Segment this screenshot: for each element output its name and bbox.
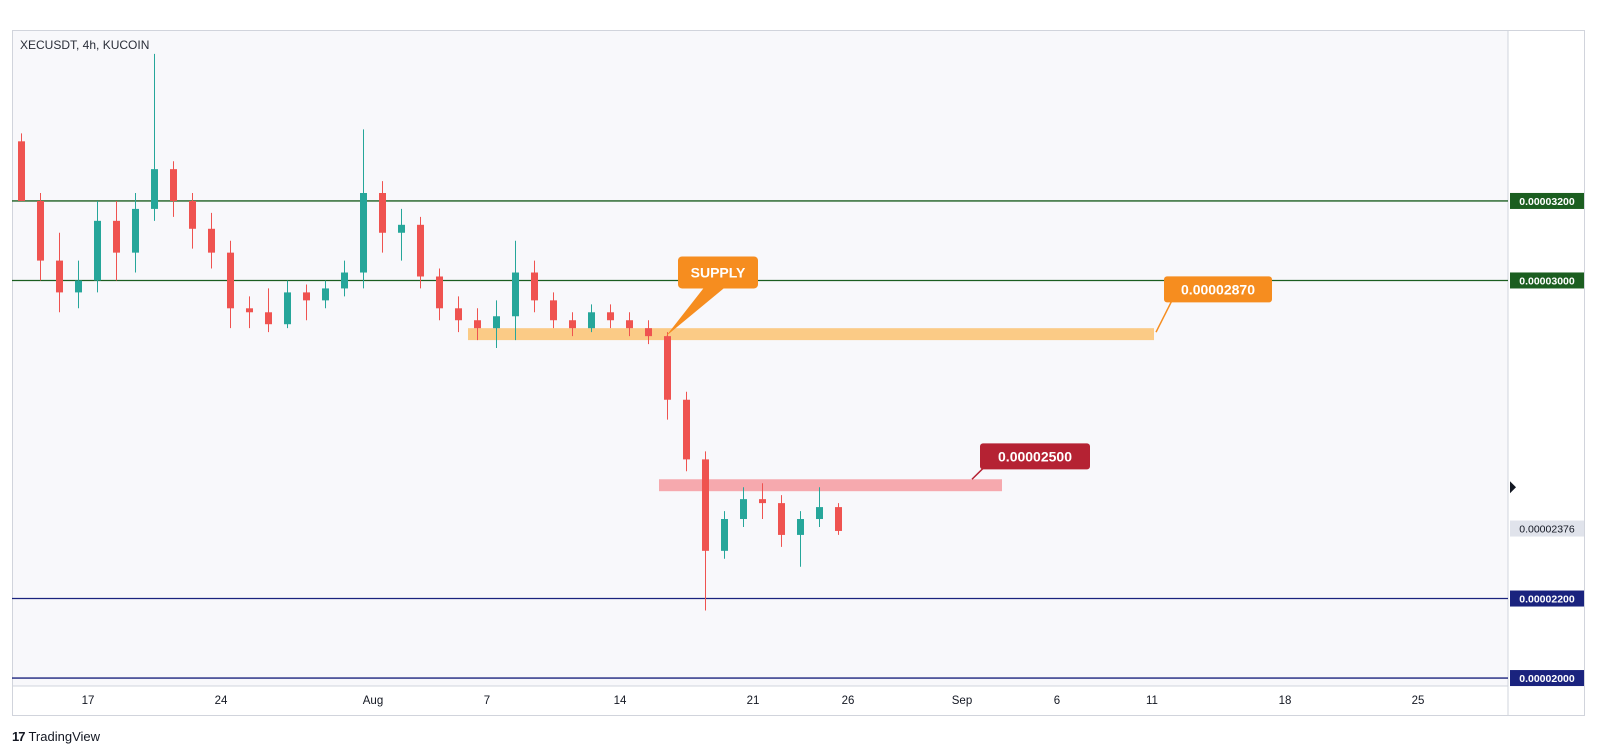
candle-body-23 xyxy=(455,308,462,321)
level-tag-text-2: 0.00002200 xyxy=(1519,594,1575,606)
candle-body-0 xyxy=(18,141,25,201)
x-axis: 17 24 Aug 7 14 21 26 Sep 6 11 18 25 xyxy=(82,695,1425,707)
candle-body-28 xyxy=(550,300,557,321)
candle-body-41 xyxy=(797,519,804,535)
level-tag-3 xyxy=(1510,670,1584,687)
candle-body-25 xyxy=(493,316,500,329)
supply-price-pointer xyxy=(1155,300,1173,333)
x-tick-7: Sep xyxy=(952,695,972,707)
candles-layer xyxy=(18,53,842,611)
candle-body-39 xyxy=(759,499,766,504)
level-tag-text-3: 0.00002000 xyxy=(1519,673,1575,685)
current-price-text: 0.00002376 xyxy=(1519,524,1575,536)
tradingview-brand-text: TradingView xyxy=(28,729,101,744)
supply-price-text: 0.00002870 xyxy=(1181,281,1255,297)
candle-body-18 xyxy=(360,193,367,273)
candle-body-22 xyxy=(436,276,443,309)
candle-body-3 xyxy=(75,280,82,293)
supply-zone xyxy=(468,328,1154,341)
tradingview-logo[interactable]: 17 TradingView xyxy=(12,729,100,744)
candle-body-20 xyxy=(398,224,405,233)
demand-price-pointer xyxy=(971,466,985,480)
candle-body-5 xyxy=(113,220,120,253)
candle-body-26 xyxy=(512,272,519,317)
level-tag-1 xyxy=(1510,272,1584,289)
candle-body-11 xyxy=(227,252,234,309)
candle-body-8 xyxy=(170,169,177,201)
labels-layer: SUPPLY 0.00002870 0.00002500 xyxy=(666,256,1272,480)
candle-body-38 xyxy=(740,499,747,520)
candle-body-43 xyxy=(835,507,842,531)
candle-body-17 xyxy=(341,272,348,289)
candle-body-40 xyxy=(778,503,785,535)
candle-body-29 xyxy=(569,320,576,329)
candle-body-35 xyxy=(683,399,690,460)
x-tick-0: 17 xyxy=(82,695,95,707)
tradingview-mark-icon: 17 xyxy=(12,729,26,744)
levels-layer: 0.00003200 0.00003000 0.00002200 0.00002000… xyxy=(12,192,1584,687)
candle-body-16 xyxy=(322,288,329,301)
candle-body-6 xyxy=(132,208,139,253)
price-marker-icon xyxy=(1510,481,1516,494)
x-tick-4: 14 xyxy=(614,695,627,707)
candle-body-19 xyxy=(379,193,386,233)
candle-body-30 xyxy=(588,312,595,329)
candle-body-15 xyxy=(303,292,310,301)
x-tick-3: 7 xyxy=(484,695,490,707)
x-tick-8: 6 xyxy=(1054,695,1060,707)
candle-body-37 xyxy=(721,519,728,551)
demand-price-text: 0.00002500 xyxy=(998,448,1072,464)
candle-body-21 xyxy=(417,224,424,277)
candle-body-7 xyxy=(151,169,158,209)
current-price-tag xyxy=(1510,520,1584,537)
zones-layer xyxy=(468,328,1154,492)
candle-body-13 xyxy=(265,312,272,325)
candle-body-1 xyxy=(37,200,44,261)
x-tick-9: 11 xyxy=(1146,695,1158,707)
supply-callout-pointer xyxy=(666,282,726,337)
x-tick-10: 18 xyxy=(1279,695,1292,707)
candle-body-42 xyxy=(816,507,823,520)
candle-body-9 xyxy=(189,200,196,229)
level-tag-2 xyxy=(1510,590,1584,607)
x-tick-1: 24 xyxy=(215,695,228,707)
candle-body-31 xyxy=(607,312,614,321)
demand-zone xyxy=(659,479,1002,492)
supply-price-label xyxy=(1164,276,1272,303)
candle-body-24 xyxy=(474,320,481,329)
x-tick-6: 26 xyxy=(842,695,855,707)
supply-callout-text: SUPPLY xyxy=(691,264,746,280)
candle-body-34 xyxy=(664,336,671,400)
candle-body-10 xyxy=(208,228,215,253)
candle-body-4 xyxy=(94,220,101,281)
level-tag-text-1: 0.00003000 xyxy=(1519,275,1575,287)
x-tick-5: 21 xyxy=(747,695,760,707)
candle-body-2 xyxy=(56,260,63,293)
level-tag-text-0: 0.00003200 xyxy=(1519,196,1575,208)
candle-body-14 xyxy=(284,292,291,325)
supply-callout xyxy=(678,256,758,289)
candle-body-32 xyxy=(626,320,633,329)
chart-frame xyxy=(12,30,1585,716)
level-tag-0 xyxy=(1510,192,1584,209)
symbol-title: XECUSDT, 4h, KUCOIN xyxy=(20,38,150,52)
chart-plot-area[interactable] xyxy=(12,30,1508,686)
candle-body-33 xyxy=(645,328,652,337)
x-tick-2: Aug xyxy=(363,695,383,707)
candle-body-12 xyxy=(246,308,253,313)
candle-body-36 xyxy=(702,459,709,551)
demand-price-label xyxy=(980,443,1090,470)
x-tick-11: 25 xyxy=(1412,695,1425,707)
candle-body-27 xyxy=(531,272,538,301)
